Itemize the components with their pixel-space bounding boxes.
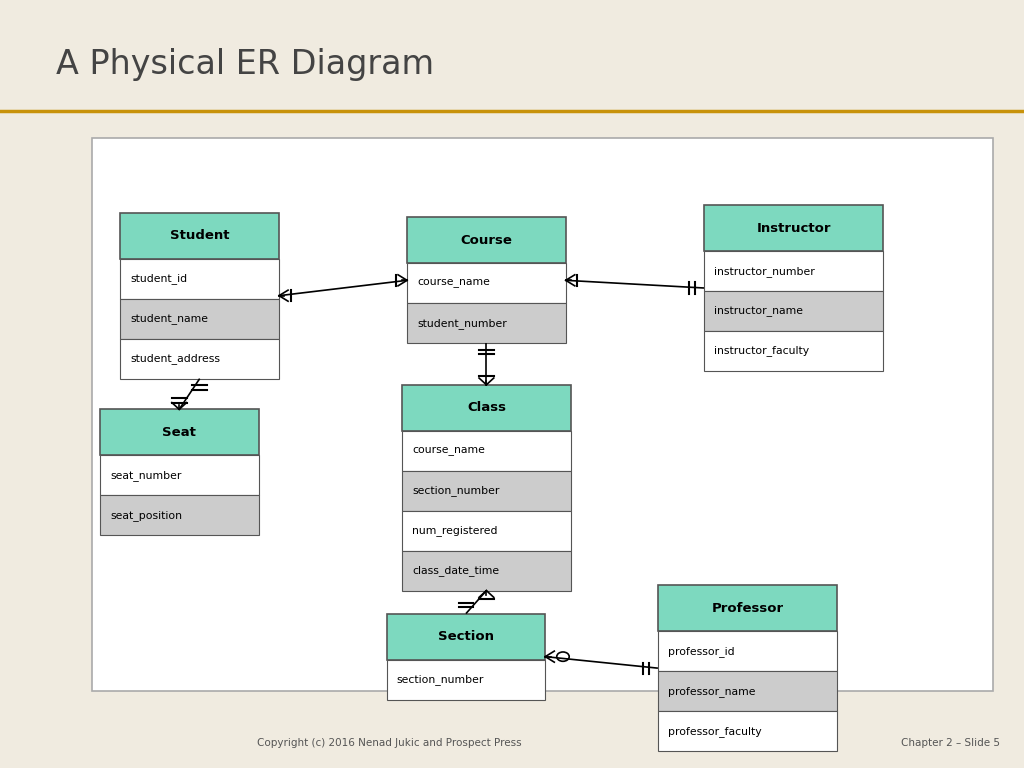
Bar xyxy=(401,511,571,551)
Text: student_number: student_number xyxy=(418,318,507,329)
Text: Professor: Professor xyxy=(712,602,783,614)
Text: Instructor: Instructor xyxy=(757,222,830,234)
Bar xyxy=(121,339,279,379)
Text: course_name: course_name xyxy=(418,278,490,289)
Text: student_name: student_name xyxy=(131,313,209,324)
Text: professor_faculty: professor_faculty xyxy=(668,726,762,737)
Text: instructor_faculty: instructor_faculty xyxy=(715,346,809,356)
Bar xyxy=(387,660,545,700)
Text: class_date_time: class_date_time xyxy=(412,565,500,576)
Bar xyxy=(657,711,837,751)
Text: num_registered: num_registered xyxy=(412,525,498,536)
Text: seat_position: seat_position xyxy=(110,510,182,521)
Bar xyxy=(401,471,571,511)
Bar xyxy=(387,614,545,660)
Text: Section: Section xyxy=(438,631,494,643)
Bar xyxy=(407,217,565,263)
Text: Seat: Seat xyxy=(162,426,197,439)
Text: Chapter 2 – Slide 5: Chapter 2 – Slide 5 xyxy=(901,738,1000,749)
Text: section_number: section_number xyxy=(412,485,500,496)
Bar xyxy=(705,291,883,331)
Text: student_id: student_id xyxy=(131,273,187,284)
Text: A Physical ER Diagram: A Physical ER Diagram xyxy=(56,48,434,81)
Bar xyxy=(657,631,837,671)
Bar xyxy=(99,455,258,495)
Text: Student: Student xyxy=(170,230,229,242)
Bar xyxy=(99,495,258,535)
Text: seat_number: seat_number xyxy=(110,470,181,481)
Bar xyxy=(657,671,837,711)
Text: professor_id: professor_id xyxy=(668,646,735,657)
Bar xyxy=(121,259,279,299)
FancyBboxPatch shape xyxy=(92,138,993,691)
Text: section_number: section_number xyxy=(397,674,484,685)
Bar xyxy=(99,409,258,455)
Bar xyxy=(401,551,571,591)
Bar xyxy=(705,251,883,291)
Bar xyxy=(407,263,565,303)
Bar xyxy=(705,331,883,371)
Bar xyxy=(401,385,571,431)
Bar xyxy=(705,205,883,251)
Text: course_name: course_name xyxy=(412,445,485,456)
Text: Copyright (c) 2016 Nenad Jukic and Prospect Press: Copyright (c) 2016 Nenad Jukic and Prosp… xyxy=(257,738,521,749)
Text: instructor_name: instructor_name xyxy=(715,306,803,316)
Text: instructor_number: instructor_number xyxy=(715,266,815,276)
Text: Class: Class xyxy=(467,402,506,414)
Text: student_address: student_address xyxy=(131,353,220,364)
Text: Course: Course xyxy=(461,234,512,247)
Bar xyxy=(401,431,571,471)
Bar xyxy=(121,299,279,339)
Bar xyxy=(407,303,565,343)
Bar xyxy=(657,585,837,631)
Bar xyxy=(121,213,279,259)
Text: professor_name: professor_name xyxy=(668,686,756,697)
